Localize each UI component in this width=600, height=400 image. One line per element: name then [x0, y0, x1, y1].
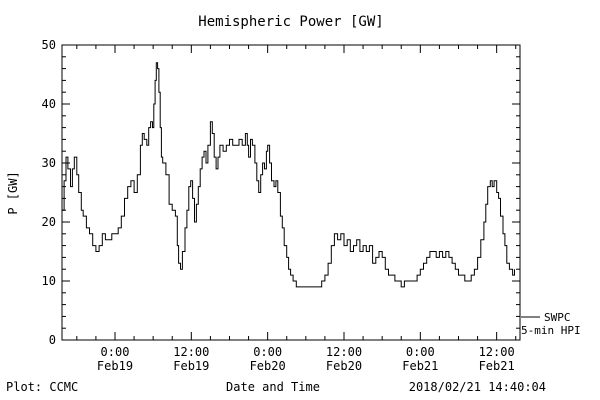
generation-timestamp: 2018/02/21 14:40:04 — [409, 380, 546, 394]
x-axis-label: Date and Time — [226, 380, 320, 394]
x-tick-time-label: 0:00 — [406, 345, 435, 359]
x-tick-date-label: Feb19 — [97, 359, 133, 373]
tick-labels: 010203040500:00Feb1912:00Feb190:00Feb201… — [42, 38, 515, 373]
x-tick-time-label: 12:00 — [326, 345, 362, 359]
legend-product-label: 5-min HPI — [521, 324, 581, 337]
x-tick-date-label: Feb20 — [250, 359, 286, 373]
y-tick-label: 50 — [42, 38, 56, 52]
footer: Plot: CCMC Date and Time 2018/02/21 14:4… — [6, 380, 546, 394]
plot-frame — [61, 44, 521, 341]
legend-source-label: SWPC — [544, 311, 571, 324]
x-tick-time-label: 0:00 — [253, 345, 282, 359]
y-tick-label: 0 — [49, 333, 56, 347]
y-tick-label: 10 — [42, 274, 56, 288]
x-tick-date-label: Feb20 — [326, 359, 362, 373]
y-axis-label: P [GW] — [6, 171, 20, 214]
tick-marks — [62, 44, 520, 341]
x-tick-time-label: 12:00 — [479, 345, 515, 359]
y-tick-label: 20 — [42, 215, 56, 229]
y-tick-label: 30 — [42, 156, 56, 170]
y-tick-label: 40 — [42, 97, 56, 111]
chart-title: Hemispheric Power [GW] — [198, 14, 383, 30]
x-tick-time-label: 12:00 — [173, 345, 209, 359]
plot-credit: Plot: CCMC — [6, 380, 78, 394]
data-series — [62, 62, 515, 288]
hpi-line — [62, 62, 515, 288]
x-tick-date-label: Feb21 — [402, 359, 438, 373]
x-tick-date-label: Feb19 — [173, 359, 209, 373]
x-tick-time-label: 0:00 — [101, 345, 130, 359]
legend: SWPC 5-min HPI — [521, 311, 581, 337]
x-tick-date-label: Feb21 — [479, 359, 515, 373]
